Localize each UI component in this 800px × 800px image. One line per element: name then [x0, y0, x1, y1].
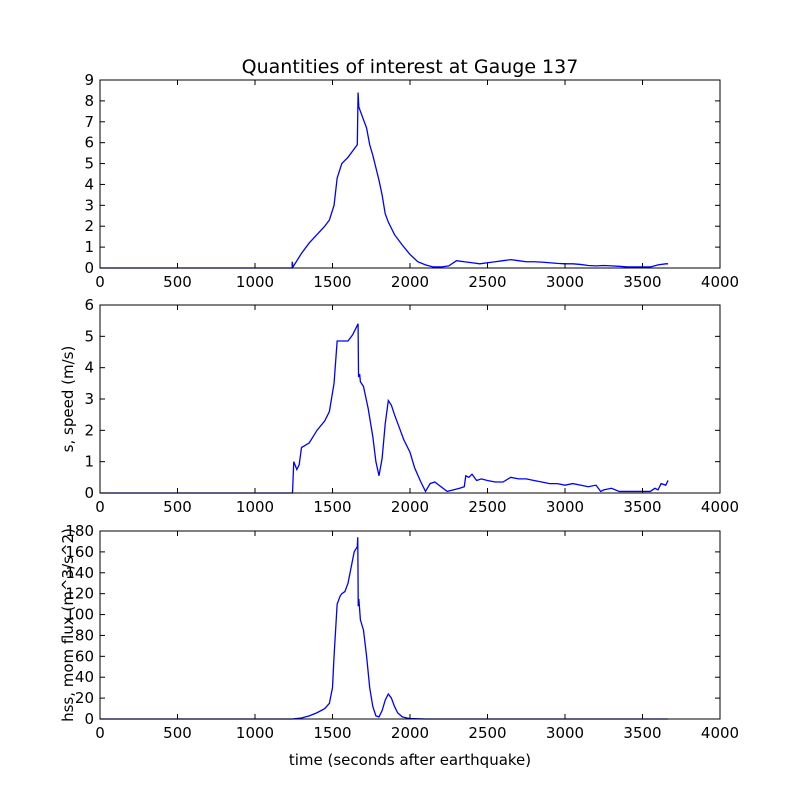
y-tick-label: 2 — [84, 217, 94, 235]
y-tick-label: 0 — [84, 710, 94, 728]
y-tick-label: 5 — [84, 327, 94, 345]
x-tick-label: 1500 — [313, 273, 351, 291]
chart-title: Quantities of interest at Gauge 137 — [242, 56, 579, 78]
x-tick-label: 2000 — [391, 498, 429, 516]
y-tick-label: 180 — [65, 522, 94, 540]
y-tick-label: 80 — [75, 626, 94, 644]
x-tick-label: 500 — [163, 724, 192, 742]
y-tick-label: 7 — [84, 113, 94, 131]
y-axis-label: s, speed (m/s) — [59, 346, 77, 453]
y-tick-label: 160 — [65, 543, 94, 561]
x-tick-label: 0 — [95, 498, 105, 516]
y-tick-label: 4 — [84, 359, 94, 377]
y-axis-label: hss, mom flux (m^3/s^2) — [59, 528, 77, 722]
y-tick-label: 60 — [75, 647, 94, 665]
y-tick-label: 0 — [84, 484, 94, 502]
y-tick-label: 1 — [84, 453, 94, 471]
x-tick-label: 3000 — [546, 273, 584, 291]
y-tick-label: 8 — [84, 92, 94, 110]
x-tick-label: 1000 — [236, 498, 274, 516]
y-tick-label: 6 — [84, 296, 94, 314]
x-tick-label: 3500 — [623, 273, 661, 291]
series-line-1-1 — [100, 92, 669, 269]
x-axis-label: time (seconds after earthquake) — [289, 751, 531, 769]
x-tick-label: 500 — [163, 498, 192, 516]
x-tick-label: 0 — [95, 724, 105, 742]
x-tick-label: 1000 — [236, 724, 274, 742]
x-tick-label: 500 — [163, 273, 192, 291]
y-tick-label: 20 — [75, 689, 94, 707]
axes-frame — [99, 530, 721, 720]
panel-1: 0 500 1000 1500 2000 2500 3000 3500 400001234567… — [84, 71, 739, 291]
x-tick-label: 4000 — [701, 498, 739, 516]
x-tick-label: 2500 — [468, 724, 506, 742]
axes-frame — [99, 304, 721, 494]
x-tick-label: 3500 — [623, 498, 661, 516]
y-tick-label: 140 — [65, 564, 94, 582]
x-tick-label: 2000 — [391, 724, 429, 742]
y-tick-label: 1 — [84, 238, 94, 256]
y-tick-label: 9 — [84, 71, 94, 89]
x-tick-label: 0 — [95, 273, 105, 291]
y-tick-label: 100 — [65, 606, 94, 624]
x-tick-label: 3500 — [623, 724, 661, 742]
y-tick-label: 120 — [65, 585, 94, 603]
x-tick-label: 3000 — [546, 724, 584, 742]
x-tick-label: 2500 — [468, 498, 506, 516]
y-tick-label: 4 — [84, 175, 94, 193]
x-tick-label: 1500 — [313, 724, 351, 742]
panels: 0 500 1000 1500 2000 2500 3000 3500 400001234567… — [59, 71, 739, 742]
y-tick-label: 3 — [84, 196, 94, 214]
y-tick-label: 2 — [84, 421, 94, 439]
x-tick-label: 3000 — [546, 498, 584, 516]
panel-2: 0 500 1000 1500 2000 2500 3000 3500 4000 0 1 2 3 4 5 6 s… — [59, 296, 739, 516]
x-tick-label: 4000 — [701, 724, 739, 742]
panel-3: 0 500 1000 1500 2000 2500 3000 3500 400002040608… — [59, 522, 739, 742]
series-line-2-1 — [100, 323, 669, 494]
x-tick-label: 2500 — [468, 273, 506, 291]
axes-frame — [99, 79, 721, 269]
series-line-3-1 — [100, 537, 669, 720]
y-tick-label: 40 — [75, 668, 94, 686]
x-tick-label: 1500 — [313, 498, 351, 516]
x-tick-label: 4000 — [701, 273, 739, 291]
x-tick-label: 1000 — [236, 273, 274, 291]
y-tick-label: 3 — [84, 390, 94, 408]
y-tick-label: 5 — [84, 155, 94, 173]
x-tick-label: 2000 — [391, 273, 429, 291]
y-tick-label: 6 — [84, 134, 94, 152]
y-tick-label: 0 — [84, 259, 94, 277]
